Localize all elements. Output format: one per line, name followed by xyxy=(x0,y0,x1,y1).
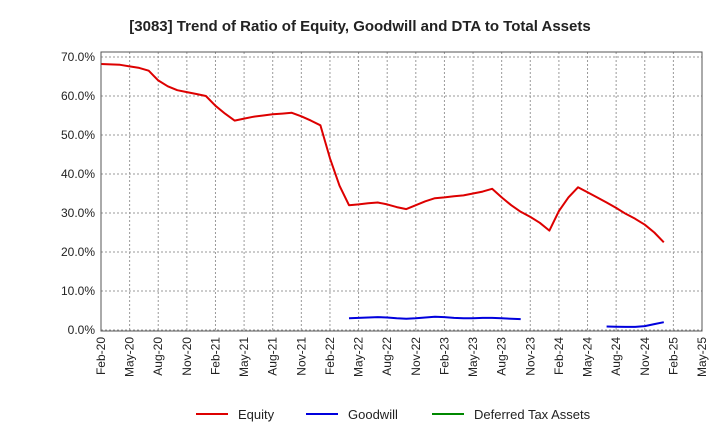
legend-label-goodwill: Goodwill xyxy=(348,407,398,422)
y-tick-label: 60.0% xyxy=(61,89,95,103)
x-tick-label: May-22 xyxy=(352,337,366,377)
x-tick-label: May-21 xyxy=(237,337,251,377)
y-tick-label: 10.0% xyxy=(61,284,95,298)
legend-label-equity: Equity xyxy=(238,407,275,422)
y-tick-label: 30.0% xyxy=(61,206,95,220)
x-tick-label: May-25 xyxy=(695,337,709,377)
x-tick-label: Feb-20 xyxy=(94,337,108,375)
x-tick-label: Aug-24 xyxy=(609,337,623,376)
x-tick-label: Feb-23 xyxy=(437,337,451,375)
x-tick-label: Nov-23 xyxy=(523,337,537,376)
x-tick-label: Feb-25 xyxy=(666,337,680,375)
legend: Equity Goodwill Deferred Tax Assets xyxy=(196,407,591,422)
x-tick-label: Aug-23 xyxy=(495,337,509,376)
x-tick-label: Feb-22 xyxy=(323,337,337,375)
x-tick-label: Feb-24 xyxy=(552,337,566,375)
plot-frame xyxy=(100,51,703,332)
x-tick-label: Aug-20 xyxy=(151,337,165,376)
chart-title: [3083] Trend of Ratio of Equity, Goodwil… xyxy=(129,18,590,35)
x-tick-label: Nov-22 xyxy=(409,337,423,376)
x-tick-label: Aug-22 xyxy=(380,337,394,376)
y-tick-label: 50.0% xyxy=(61,128,95,142)
x-axis: Feb-20 May-20 Aug-20 Nov-20 Feb-21 May-21 Aug-… xyxy=(94,337,709,377)
x-tick-label: May-20 xyxy=(123,337,137,377)
x-tick-label: Nov-20 xyxy=(180,337,194,376)
x-tick-label: Feb-21 xyxy=(208,337,222,375)
y-tick-label: 0.0% xyxy=(68,323,96,337)
x-tick-label: Nov-21 xyxy=(294,337,308,376)
y-tick-label: 20.0% xyxy=(61,245,95,259)
x-tick-label: Aug-21 xyxy=(266,337,280,376)
x-tick-label: May-24 xyxy=(581,337,595,377)
legend-label-deferred-tax-assets: Deferred Tax Assets xyxy=(474,407,591,422)
x-tick-label: May-23 xyxy=(466,337,480,377)
y-tick-label: 70.0% xyxy=(61,50,95,64)
series-line-goodwill xyxy=(606,321,664,328)
y-tick-label: 40.0% xyxy=(61,167,95,181)
series-layer xyxy=(100,63,665,328)
x-tick-label: Nov-24 xyxy=(638,337,652,376)
series-line-goodwill xyxy=(348,315,521,321)
series-line-equity xyxy=(100,63,665,243)
y-axis: 0.0% 10.0% 20.0% 30.0% 40.0% 50.0% 60.0% 70.0% xyxy=(61,50,95,337)
